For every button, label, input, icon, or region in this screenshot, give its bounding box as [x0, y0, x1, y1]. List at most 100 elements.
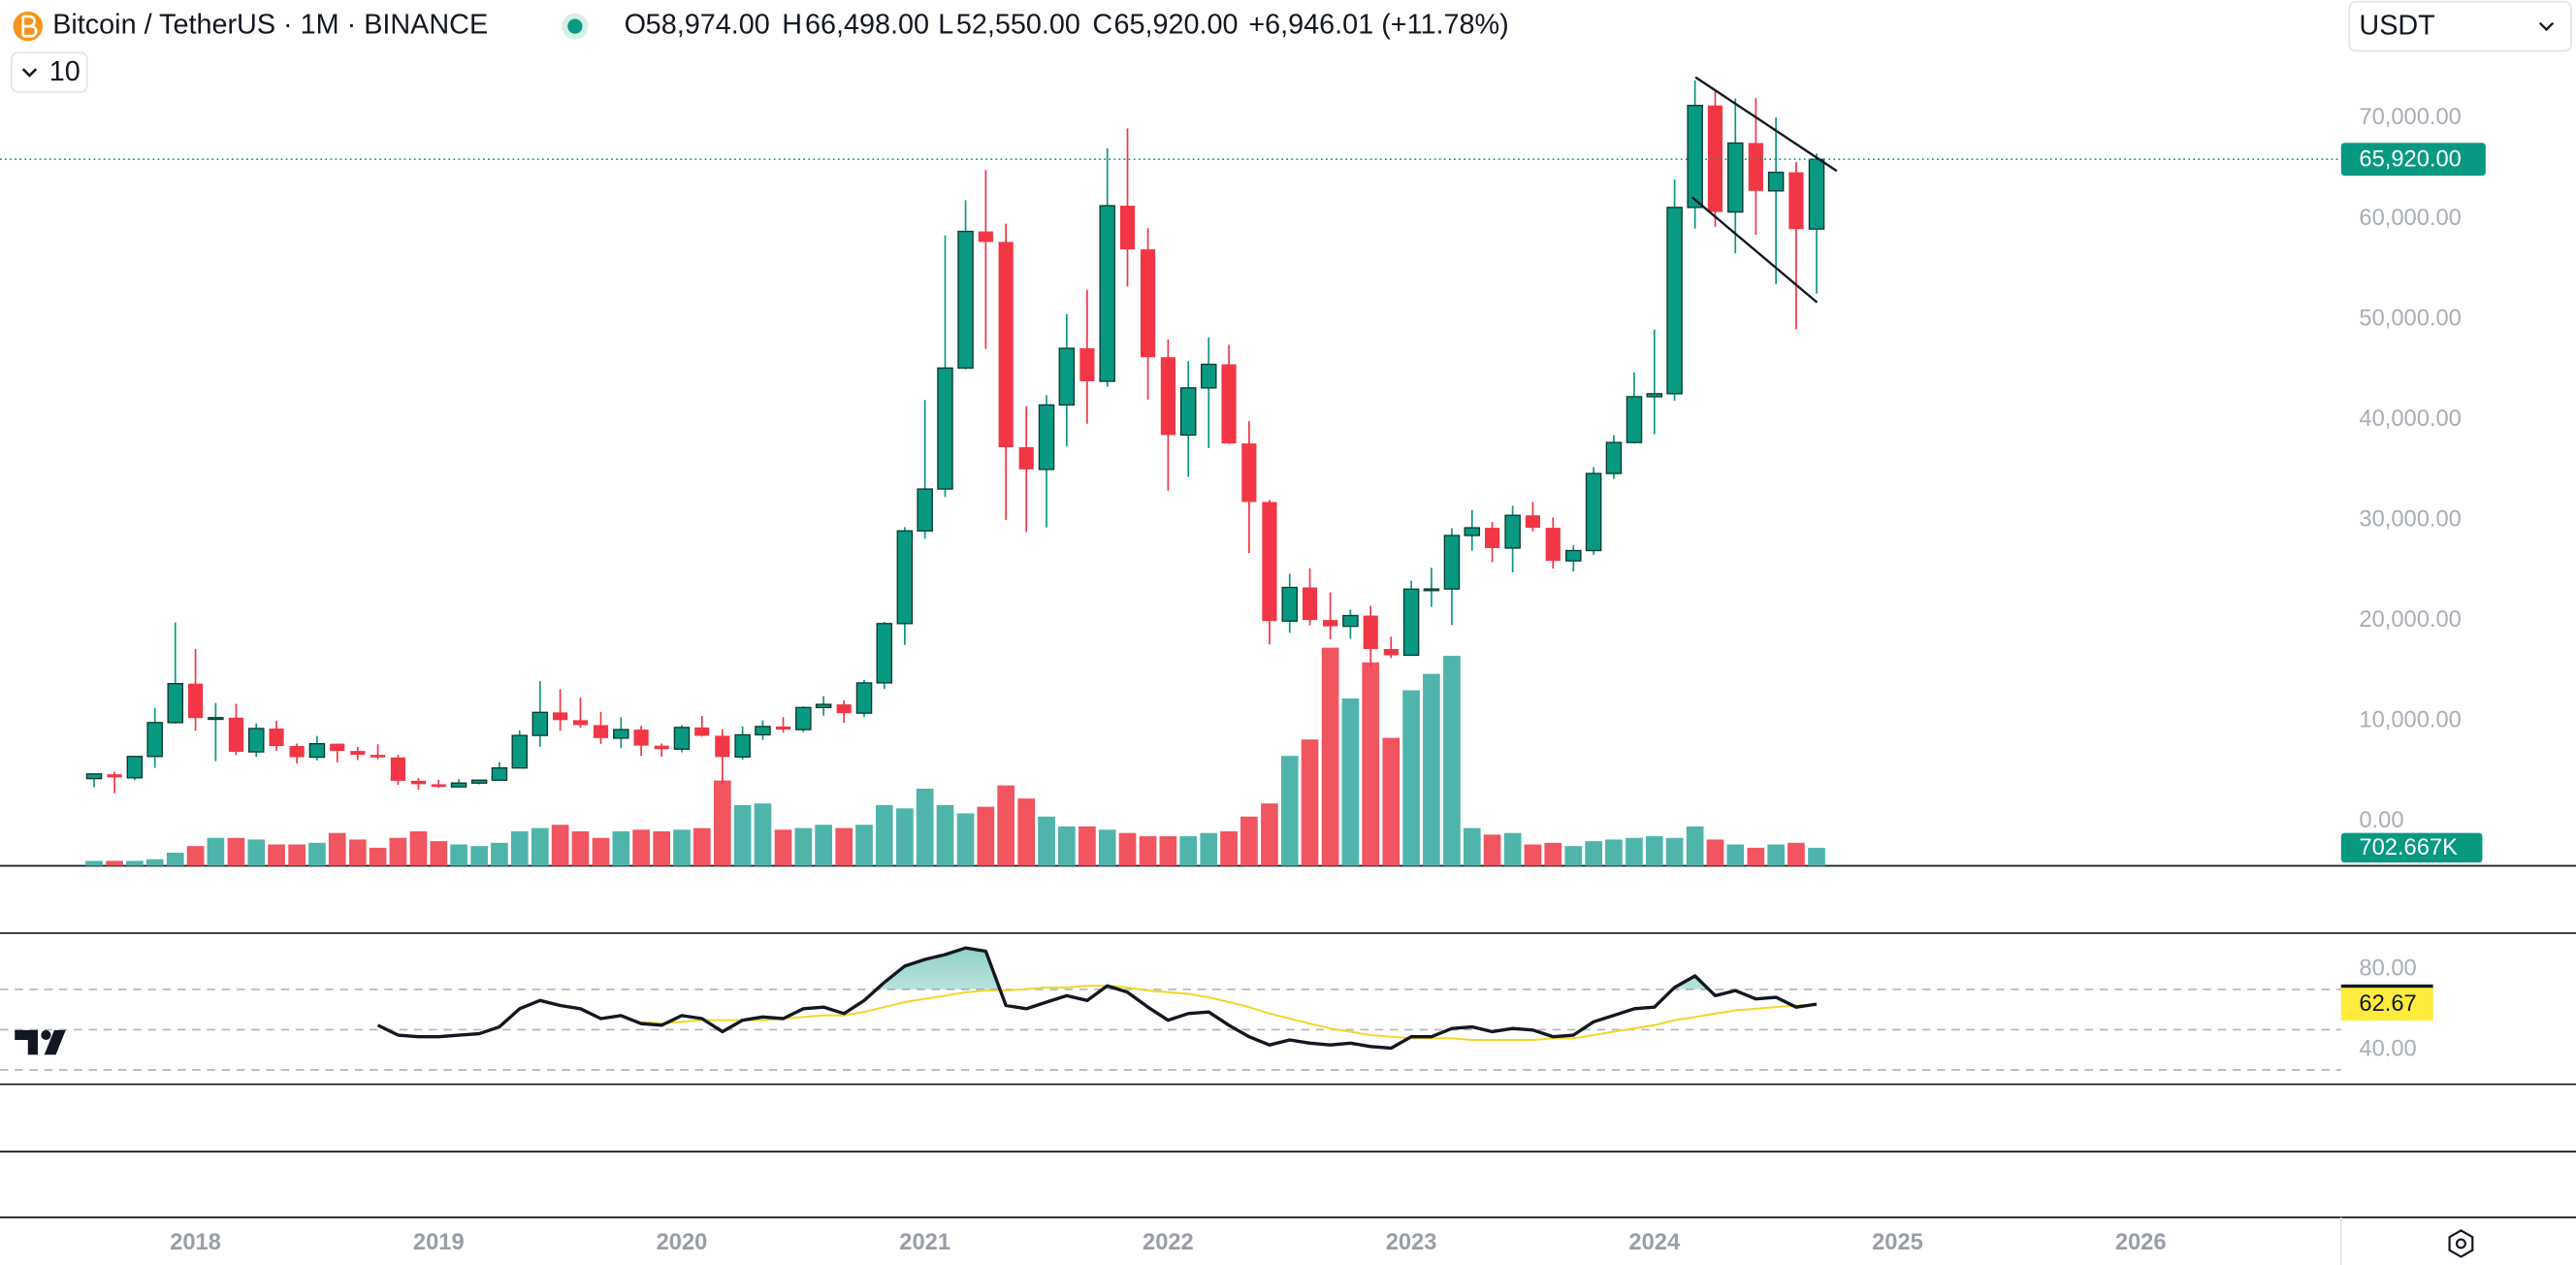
last-price-box: [2340, 143, 2486, 177]
volume-bar: [1402, 690, 1420, 866]
candle-body: [1646, 393, 1663, 398]
y-tick-label: 0.00: [2359, 808, 2403, 833]
rsi-ma-line: [641, 985, 1818, 1042]
candle-body: [593, 725, 609, 738]
indicators-count: 10: [49, 56, 80, 87]
volume-bar: [1240, 816, 1258, 866]
ohlc-value: 66,498.00: [805, 10, 929, 41]
candle-body: [491, 766, 508, 781]
volume-bar: [977, 806, 995, 866]
candle-body: [734, 733, 751, 759]
x-tick-label: 2023: [1386, 1230, 1437, 1255]
volume-bar: [531, 827, 549, 866]
candle-body: [289, 746, 305, 758]
volume-bar: [855, 825, 873, 866]
candle-body: [1323, 620, 1338, 627]
volume-bar: [1280, 756, 1299, 866]
ohlc-value: 65,920.00: [1113, 10, 1238, 41]
volume-bar: [1665, 837, 1684, 866]
volume-bar: [1261, 803, 1278, 866]
rsi-overbought-fill: [876, 948, 1709, 989]
volume-bar: [328, 832, 346, 866]
candle-body: [350, 751, 366, 756]
x-tick-label: 2019: [413, 1230, 465, 1255]
candle-body: [470, 779, 488, 784]
volume-bar: [815, 825, 832, 866]
candle-body: [836, 704, 852, 714]
volume-bar: [875, 804, 893, 866]
volume-bar: [713, 780, 731, 866]
candle-body: [1281, 586, 1298, 622]
y-tick-label: 30,000.00: [2359, 506, 2461, 532]
x-tick-label: 2021: [899, 1230, 950, 1255]
rsi-layer: [0, 946, 2341, 1071]
y-tick-label: 20,000.00: [2359, 607, 2461, 632]
trendline: [1690, 196, 1819, 304]
volume-bar: [936, 804, 954, 866]
candle-body: [1464, 527, 1481, 536]
ohlc-key: L: [938, 10, 953, 41]
candle-body: [572, 720, 589, 726]
volume-bar: [85, 860, 103, 866]
candle-body: [917, 488, 933, 532]
volume-bar: [1686, 826, 1704, 866]
candle-body: [146, 722, 163, 758]
candle-body: [1504, 514, 1521, 549]
candle-body: [1038, 404, 1055, 470]
volume-bar: [1017, 798, 1036, 866]
candle-body: [775, 726, 791, 730]
candle-body: [1099, 205, 1115, 382]
volume-bar: [1079, 826, 1096, 866]
volume-bar: [835, 827, 853, 866]
volume-bar: [268, 844, 285, 866]
volume-layer: [85, 647, 1825, 866]
volume-bar: [733, 804, 752, 866]
rsi-line: [376, 946, 1818, 1051]
x-tick-label: 2026: [2115, 1230, 2167, 1255]
candle-body: [613, 729, 629, 739]
candle-body: [795, 706, 812, 730]
volume-bar: [1706, 839, 1724, 866]
candle-body: [815, 703, 832, 709]
trendline: [1694, 76, 1838, 173]
candle-body: [531, 711, 549, 736]
candle-body: [876, 623, 893, 684]
candle-body: [1079, 348, 1095, 381]
volume-bar: [673, 829, 691, 866]
rsi-value-label: 62.67: [2359, 991, 2416, 1017]
volume-bar: [1585, 841, 1602, 866]
candle-body: [553, 712, 568, 721]
volume-bar: [592, 837, 610, 866]
candle-body: [1585, 472, 1602, 552]
volume-bar: [632, 829, 650, 866]
candle-body: [855, 682, 873, 714]
volume-bar: [754, 803, 772, 866]
candle-body: [1666, 207, 1683, 395]
last-volume-box: [2340, 832, 2483, 863]
candle-body: [1626, 396, 1643, 443]
price-layer: [0, 76, 2341, 794]
candle-body: [1140, 249, 1156, 358]
candle-body: [1058, 347, 1076, 406]
volume-bar: [207, 837, 225, 866]
settings-icon[interactable]: [2448, 1229, 2474, 1258]
volume-bar: [1503, 832, 1522, 866]
volume-bar: [1605, 839, 1623, 866]
tradingview-logo[interactable]: [15, 1029, 66, 1055]
volume-bar: [166, 852, 184, 866]
symbol-title: Bitcoin / TetherUS · 1M · BINANCE: [52, 10, 488, 41]
candle-body: [1262, 502, 1277, 622]
indicators-button[interactable]: [11, 51, 88, 93]
candle-body: [208, 717, 224, 721]
candle-body: [694, 727, 710, 736]
last-price-label: 65,920.00: [2359, 146, 2461, 172]
volume-bar: [1544, 842, 1562, 866]
candle-body: [1383, 648, 1399, 656]
volume-bar: [551, 825, 569, 866]
candle-body: [167, 683, 184, 724]
candle-body: [957, 230, 974, 370]
currency-dropdown[interactable]: [2348, 0, 2572, 52]
x-tick-label: 2025: [1872, 1230, 1923, 1255]
